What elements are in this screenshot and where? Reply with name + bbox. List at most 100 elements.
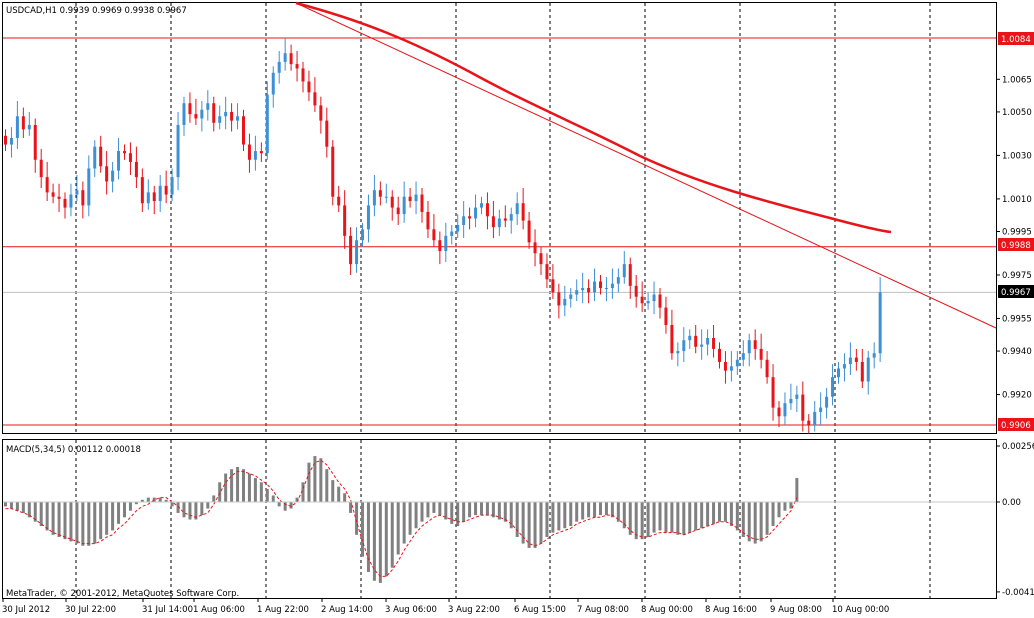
macd-bar [366,502,370,572]
candle-body [718,348,721,362]
candle [218,105,222,130]
candle-body [325,120,329,147]
candle-body [301,68,305,82]
trendline[interactable] [295,2,997,329]
candle-body [557,292,561,306]
macd-histogram [4,456,799,583]
macd-bar [283,502,287,511]
candle-body [247,144,251,160]
price-axis: 1.0065 1.0050 1.0030 1.0010 0.9995 0.9975 0.99… [996,75,1032,401]
macd-bar [27,502,31,518]
candle [182,96,186,136]
macd-bar [134,502,138,505]
macd-bar [741,502,745,537]
candle-body [801,394,805,421]
candle-body [539,253,543,265]
candle [188,92,192,123]
candle-body [402,196,406,215]
candle-body [438,240,442,252]
candle-body [212,103,216,123]
macd-bar [652,502,656,533]
candle-body [819,407,823,412]
svg-text:1.0084: 1.0084 [1001,35,1031,45]
candle [676,342,680,367]
macd-bar [349,502,353,513]
candle-body [688,335,692,341]
candle [533,229,537,267]
macd-bar [789,502,793,509]
macd-bar [396,502,400,555]
candle [456,214,460,239]
candle [664,296,668,334]
macd-bar [795,477,799,502]
candle [170,168,174,202]
macd-bar [503,502,507,522]
candle-body [372,190,376,206]
time-tick-label: 7 Aug 08:00 [577,605,629,615]
macd-bar [432,502,436,513]
candle [396,196,400,225]
macd-bar [551,502,555,533]
candle-body [134,161,138,178]
price-label-support-low: 0.9906 [998,418,1034,431]
candle [468,207,472,230]
candle [295,51,299,82]
candle [878,277,882,362]
macd-bar [188,502,192,520]
candle [819,392,823,425]
price-tick-label: 1.0010 [1002,195,1032,205]
candle [551,264,555,299]
candle-body [825,396,829,408]
candle [236,103,240,130]
macd-bar [747,502,751,542]
macd-bar [182,502,186,518]
candle [723,351,727,384]
macd-bar [158,497,162,502]
candle-body [480,203,483,208]
candle [87,155,91,217]
candle-body [343,205,347,236]
candle-body [230,111,234,121]
price-tick-label: 0.9940 [1002,347,1032,357]
macd-bar [426,502,430,518]
macd-bar [753,502,757,544]
macd-bar [646,502,650,537]
macd-bar [658,502,662,531]
macd-bar [533,502,537,548]
candle [694,324,698,354]
macd-bar [45,502,49,531]
svg-text:0.9988: 0.9988 [1001,241,1031,251]
macd-bar [194,502,198,520]
candle-body [491,216,495,228]
candle [813,401,817,432]
candle [384,183,388,204]
candle-body [432,229,436,241]
macd-bar [616,502,620,522]
candle [194,98,198,125]
price-label-current: 0.9967 [998,285,1034,298]
candle-body [99,146,103,167]
moving-average-line [295,1,892,234]
candle-body [765,359,769,378]
candle [349,227,353,275]
candle [795,385,799,412]
candle [355,227,359,273]
candle-body [581,288,585,291]
time-tick-label: 8 Aug 00:00 [641,605,693,615]
candle [271,66,275,108]
macd-bar [527,502,531,548]
candle-body [396,207,400,215]
candle-body [349,235,353,265]
macd-bar [152,497,156,502]
macd-bar [545,502,549,537]
macd-bar [688,502,692,533]
candle [563,285,567,317]
macd-bar [81,502,85,546]
candle [99,135,103,173]
candle [842,353,846,382]
candle [33,118,37,173]
macd-bar [593,502,597,518]
price-tick-label: 0.9975 [1002,271,1032,281]
candle [152,185,156,215]
